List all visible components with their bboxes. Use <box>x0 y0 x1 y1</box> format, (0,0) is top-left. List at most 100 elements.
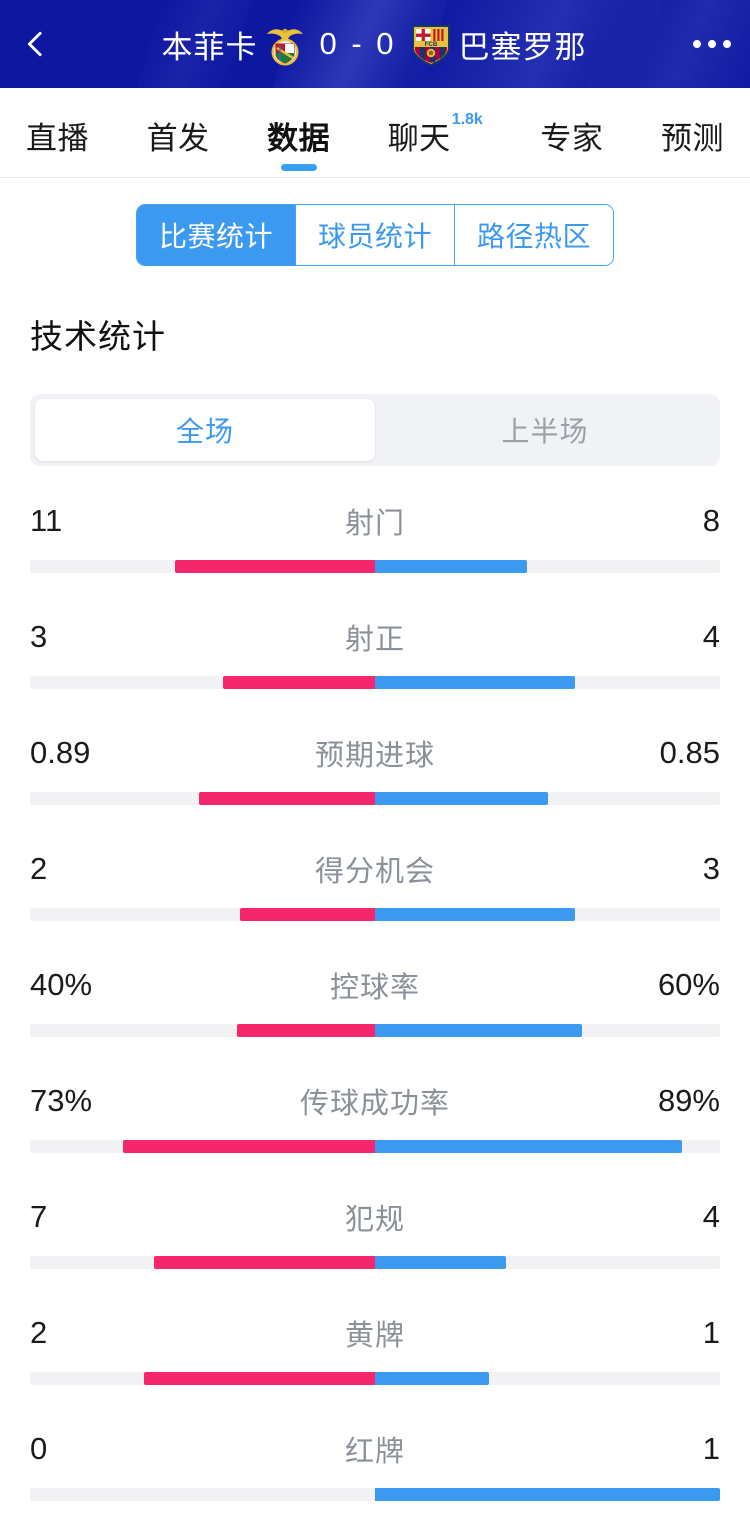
home-stat-value: 11 <box>30 503 63 538</box>
stat-label: 红牌 <box>344 1436 405 1468</box>
stat-row-header: 0 红牌 1 <box>30 1418 720 1480</box>
active-tab-indicator <box>280 163 317 171</box>
home-stat-bar <box>240 908 375 921</box>
stat-row-header: 3 射正 4 <box>30 606 720 668</box>
tab-stats[interactable]: 数据 <box>267 101 331 171</box>
home-stat-bar <box>154 1256 375 1269</box>
stat-label: 犯规 <box>344 1204 405 1236</box>
stat-row-header: 2 黄牌 1 <box>30 1302 720 1364</box>
stat-row: 2 得分机会 3 <box>0 838 750 921</box>
away-stat-bar <box>375 908 576 921</box>
back-button[interactable] <box>0 0 74 88</box>
stat-row-spacer <box>0 1385 750 1418</box>
stat-label: 预期进球 <box>314 740 435 772</box>
home-stat-bar <box>237 1024 375 1037</box>
stat-row-spacer <box>0 1153 750 1186</box>
segment-match-stats[interactable]: 比赛统计 <box>136 205 296 265</box>
home-stat-value: 73% <box>30 1083 93 1118</box>
stat-row-spacer <box>0 805 750 838</box>
away-stat-bar <box>375 1140 683 1153</box>
away-stat-value: 8 <box>702 503 720 538</box>
stat-label: 射正 <box>344 624 405 656</box>
away-team-name: 巴塞罗那 <box>458 29 587 65</box>
tab-live[interactable]: 直播 <box>26 101 89 165</box>
tab-lineup[interactable]: 首发 <box>147 101 210 165</box>
away-stat-value: 4 <box>702 1199 720 1234</box>
stat-row-spacer <box>0 1501 750 1534</box>
stat-row: 2 黄牌 1 <box>0 1302 750 1385</box>
away-stat-value: 1 <box>702 1315 720 1350</box>
stat-row-spacer <box>0 1269 750 1302</box>
away-stat-value: 4 <box>702 619 720 654</box>
tab-label: 数据 <box>267 120 331 156</box>
home-stat-value: 7 <box>30 1199 48 1234</box>
period-switch: 全场 上半场 <box>30 394 720 466</box>
away-stat-value: 60% <box>657 967 720 1002</box>
stat-row-spacer <box>0 573 750 606</box>
home-stat-value: 0.89 <box>30 735 91 770</box>
home-stat-value: 3 <box>30 619 48 654</box>
away-stat-bar <box>375 1024 582 1037</box>
stat-row: 73% 传球成功率 89% <box>0 1070 750 1153</box>
stat-label: 黄牌 <box>344 1320 405 1352</box>
more-options-button[interactable] <box>674 0 750 88</box>
away-stat-bar <box>375 1372 489 1385</box>
stat-row-header: 11 射门 8 <box>30 490 720 552</box>
tab-label: 直播 <box>26 120 89 156</box>
tab-chat[interactable]: 聊天 1.8k <box>388 101 483 165</box>
tab-label: 聊天 <box>387 120 451 156</box>
tab-label: 预测 <box>660 120 724 156</box>
home-stat-value: 2 <box>30 1315 48 1350</box>
stat-label: 得分机会 <box>314 856 435 888</box>
stat-row-spacer <box>0 1037 750 1070</box>
stat-row-spacer <box>0 921 750 954</box>
home-stat-bar <box>123 1140 375 1153</box>
home-stat-bar <box>223 676 375 689</box>
period-fulltime[interactable]: 全场 <box>35 399 375 461</box>
barcelona-crest: FCB <box>409 21 453 67</box>
stat-row: 3 射正 4 <box>0 606 750 689</box>
home-stat-bar <box>174 560 375 573</box>
away-stat-value: 0.85 <box>659 735 720 770</box>
segment-player-stats[interactable]: 球员统计 <box>295 205 455 265</box>
home-stat-value: 2 <box>30 851 48 886</box>
home-stat-value: 40% <box>30 967 93 1002</box>
away-stat-bar <box>375 792 548 805</box>
chat-count-badge: 1.8k <box>451 110 483 128</box>
stat-row: 0.89 预期进球 0.85 <box>0 722 750 805</box>
segment-heatmap[interactable]: 路径热区 <box>455 205 614 265</box>
stat-bar-track <box>30 560 720 573</box>
away-stat-value: 1 <box>702 1431 720 1466</box>
stat-bar-track <box>30 676 720 689</box>
stat-row-header: 40% 控球率 60% <box>30 954 720 1016</box>
stats-list: 11 射门 8 3 射正 4 0.89 预期进球 0.85 2 得分机会 3 40% 控球率 60% 73% 传… <box>0 490 750 1536</box>
stat-row-header: 7 犯规 4 <box>30 1186 720 1248</box>
stat-bar-track <box>30 1488 720 1501</box>
stat-bar-track <box>30 1256 720 1269</box>
stat-label: 射门 <box>344 508 405 540</box>
away-stat-bar <box>375 1256 507 1269</box>
chevron-left-icon <box>27 31 53 57</box>
tab-label: 首发 <box>146 120 210 156</box>
stat-bar-track <box>30 1372 720 1385</box>
tab-label: 专家 <box>540 120 604 156</box>
home-stat-value: 0 <box>30 1431 48 1466</box>
stat-label: 控球率 <box>329 972 420 1004</box>
app-header: 本菲卡 0 - 0 <box>0 0 750 88</box>
home-stat-bar <box>143 1372 375 1385</box>
tab-prediction[interactable]: 预测 <box>661 101 724 165</box>
match-title: 本菲卡 0 - 0 <box>74 21 674 67</box>
stats-view-switcher: 比赛统计 球员统计 路径热区 <box>0 178 750 266</box>
match-score: 0 - 0 <box>319 26 397 61</box>
home-stat-bar <box>199 792 375 805</box>
main-tab-bar: 直播 首发 数据 聊天 1.8k 专家 预测 <box>0 88 750 178</box>
stat-row-header: 2 得分机会 3 <box>30 838 720 900</box>
benfica-crest <box>263 21 307 67</box>
away-stat-value: 89% <box>657 1083 720 1118</box>
home-team-name: 本菲卡 <box>161 29 258 65</box>
stat-row-header: 73% 传球成功率 89% <box>30 1070 720 1132</box>
stat-row-header: 0.89 预期进球 0.85 <box>30 722 720 784</box>
period-firsthalf[interactable]: 上半场 <box>501 416 589 447</box>
segmented-control: 比赛统计 球员统计 路径热区 <box>135 204 615 266</box>
tab-experts[interactable]: 专家 <box>540 101 603 165</box>
